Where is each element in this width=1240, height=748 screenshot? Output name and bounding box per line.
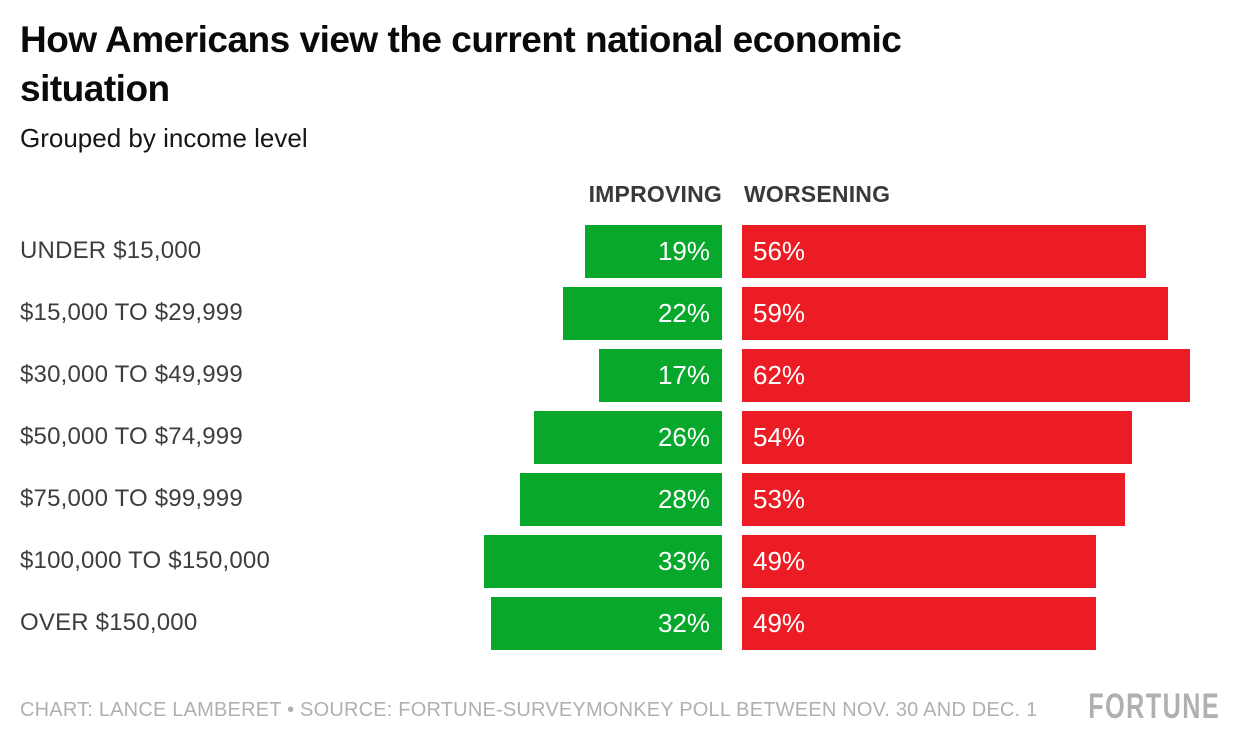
chart-row: $75,000 TO $99,999 28% 53%	[20, 472, 1240, 526]
chart-row: UNDER $15,000 19% 56%	[20, 224, 1240, 278]
improving-bar-zone: 26%	[470, 410, 722, 464]
source-credit: CHART: LANCE LAMBERET • SOURCE: FORTUNE-…	[20, 699, 1038, 721]
improving-bar-zone: 19%	[470, 224, 722, 278]
improving-bar: 26%	[534, 410, 722, 464]
improving-value-label: 33%	[657, 545, 710, 576]
worsening-value-label: 54%	[753, 421, 806, 452]
improving-bar: 22%	[563, 286, 722, 340]
improving-value-label: 26%	[657, 421, 710, 452]
center-gap	[722, 597, 742, 650]
improving-value-label: 17%	[657, 359, 710, 390]
center-gap	[722, 535, 742, 588]
page-title-line-1: How Americans view the current national …	[20, 19, 902, 60]
improving-bar: 32%	[491, 596, 722, 650]
worsening-value-label: 49%	[753, 545, 806, 576]
fortune-logo: FORTUNE	[1088, 687, 1221, 727]
category-label: $30,000 TO $49,999	[20, 361, 243, 389]
worsening-bar: 59%	[742, 286, 1168, 340]
category-label: $75,000 TO $99,999	[20, 485, 243, 513]
improving-bar: 17%	[599, 348, 722, 402]
worsening-bar: 53%	[742, 472, 1125, 526]
improving-value-label: 22%	[657, 297, 710, 328]
column-headers: IMPROVING WORSENING	[20, 181, 1240, 208]
worsening-bar-zone: 49%	[742, 596, 1190, 650]
improving-value-label: 32%	[657, 607, 710, 638]
worsening-value-label: 53%	[753, 483, 806, 514]
category-label: UNDER $15,000	[20, 237, 202, 265]
improving-bar: 28%	[520, 472, 722, 526]
worsening-bar: 49%	[742, 534, 1096, 588]
worsening-bar-zone: 49%	[742, 534, 1190, 588]
worsening-bar-zone: 53%	[742, 472, 1190, 526]
improving-value-label: 19%	[657, 235, 710, 266]
worsening-column-header: WORSENING	[744, 180, 891, 207]
improving-value-label: 28%	[657, 483, 710, 514]
center-gap	[722, 349, 742, 402]
improving-bar-zone: 28%	[470, 472, 722, 526]
worsening-bar: 56%	[742, 224, 1146, 278]
worsening-value-label: 62%	[753, 359, 806, 390]
worsening-value-label: 49%	[753, 607, 806, 638]
category-label: OVER $150,000	[20, 609, 198, 637]
chart-rows: UNDER $15,000 19% 56% $15,000 TO $29,999 22%…	[0, 224, 1240, 650]
worsening-bar-zone: 59%	[742, 286, 1190, 340]
improving-bar-zone: 33%	[470, 534, 722, 588]
improving-bar-zone: 22%	[470, 286, 722, 340]
worsening-bar: 62%	[742, 348, 1190, 402]
category-label: $15,000 TO $29,999	[20, 299, 243, 327]
center-gap	[722, 225, 742, 278]
worsening-bar-zone: 56%	[742, 224, 1190, 278]
improving-bar: 19%	[585, 224, 722, 278]
chart-row: $30,000 TO $49,999 17% 62%	[20, 348, 1240, 402]
worsening-bar: 49%	[742, 596, 1096, 650]
page-subtitle: Grouped by income level	[20, 122, 308, 153]
improving-bar: 33%	[484, 534, 722, 588]
page-title: How Americans view the current national …	[0, 0, 1240, 114]
worsening-value-label: 59%	[753, 297, 806, 328]
improving-column-header: IMPROVING	[588, 180, 722, 207]
category-label: $50,000 TO $74,999	[20, 423, 243, 451]
worsening-bar: 54%	[742, 410, 1132, 464]
chart-row: $15,000 TO $29,999 22% 59%	[20, 286, 1240, 340]
page-title-line-2: situation	[20, 67, 170, 109]
center-gap	[722, 411, 742, 464]
chart-row: OVER $150,000 32% 49%	[20, 596, 1240, 650]
center-gap	[722, 287, 742, 340]
improving-bar-zone: 17%	[470, 348, 722, 402]
worsening-value-label: 56%	[753, 235, 806, 266]
chart-row: $50,000 TO $74,999 26% 54%	[20, 410, 1240, 464]
worsening-bar-zone: 54%	[742, 410, 1190, 464]
category-label: $100,000 TO $150,000	[20, 547, 270, 575]
chart-row: $100,000 TO $150,000 33% 49%	[20, 534, 1240, 588]
footer: CHART: LANCE LAMBERET • SOURCE: FORTUNE-…	[20, 689, 1219, 724]
improving-bar-zone: 32%	[470, 596, 722, 650]
worsening-bar-zone: 62%	[742, 348, 1190, 402]
center-gap	[722, 473, 742, 526]
